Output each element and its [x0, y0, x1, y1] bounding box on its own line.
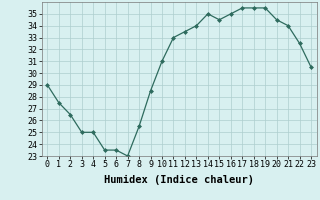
X-axis label: Humidex (Indice chaleur): Humidex (Indice chaleur) [104, 175, 254, 185]
